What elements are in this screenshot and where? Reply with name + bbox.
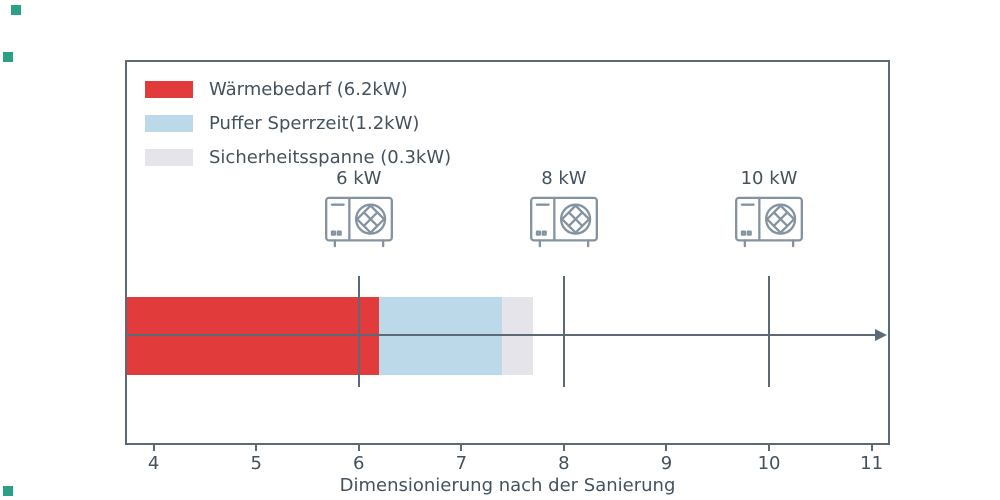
- marker-label: 6 kW: [336, 168, 382, 189]
- legend-item: Sicherheitsspanne (0.3kW): [145, 146, 451, 168]
- marker-line: [768, 276, 771, 387]
- x-tick-label: 7: [455, 453, 468, 474]
- size-marker: 10 kW: [733, 168, 805, 387]
- bar-segment: [379, 297, 503, 375]
- x-tick-mark: [665, 445, 668, 451]
- canvas-handle-top-left: [11, 5, 21, 15]
- marker-line: [562, 276, 565, 387]
- arrowhead-icon: [875, 329, 887, 341]
- x-tick-mark: [460, 445, 463, 451]
- x-tick-label: 9: [660, 453, 673, 474]
- heat-pump-icon: [528, 195, 600, 251]
- legend-label: Sicherheitsspanne (0.3kW): [209, 146, 452, 168]
- heat-pump-icon: [323, 195, 395, 251]
- canvas-handle-left-lower: [3, 486, 13, 496]
- x-tick-mark: [255, 445, 258, 451]
- legend-item: Wärmebedarf (6.2kW): [145, 78, 451, 100]
- legend-label: Wärmebedarf (6.2kW): [209, 78, 408, 100]
- x-tick-labels: 4 5 6 7 8 9 10 11: [127, 445, 888, 477]
- size-marker: 6 kW: [323, 168, 395, 387]
- legend-label: Puffer Sperrzeit(1.2kW): [209, 112, 420, 134]
- x-tick-mark: [768, 445, 771, 451]
- x-tick-label: 5: [250, 453, 262, 474]
- legend-item: Puffer Sperrzeit(1.2kW): [145, 112, 451, 134]
- x-tick-mark: [562, 445, 565, 451]
- x-axis-title: Dimensionierung nach der Sanierung: [339, 475, 676, 496]
- x-tick-mark: [870, 445, 873, 451]
- x-tick-label: 4: [147, 453, 160, 474]
- marker-label: 8 kW: [541, 168, 587, 189]
- x-tick-label: 10: [757, 453, 781, 474]
- legend-swatch: [145, 80, 193, 98]
- x-tick-mark: [152, 445, 155, 451]
- x-tick-label: 6: [353, 453, 365, 474]
- x-tick-label: 8: [558, 453, 570, 474]
- heat-pump-icon: [733, 195, 805, 251]
- x-tick-mark: [357, 445, 360, 451]
- marker-line: [357, 276, 360, 387]
- canvas-handle-left-upper: [3, 52, 13, 62]
- legend-swatch: [145, 114, 193, 132]
- plot-area: Wärmebedarf (6.2kW) Puffer Sperrzeit(1.2k…: [125, 60, 890, 445]
- legend: Wärmebedarf (6.2kW) Puffer Sperrzeit(1.2k…: [145, 78, 451, 168]
- bar-segment: [127, 297, 380, 375]
- marker-label: 10 kW: [740, 168, 798, 189]
- x-axis-arrow-line: [127, 329, 887, 341]
- legend-swatch: [145, 148, 193, 166]
- x-tick-label: 11: [860, 453, 884, 474]
- size-marker: 8 kW: [528, 168, 600, 387]
- bar-segment: [502, 297, 534, 375]
